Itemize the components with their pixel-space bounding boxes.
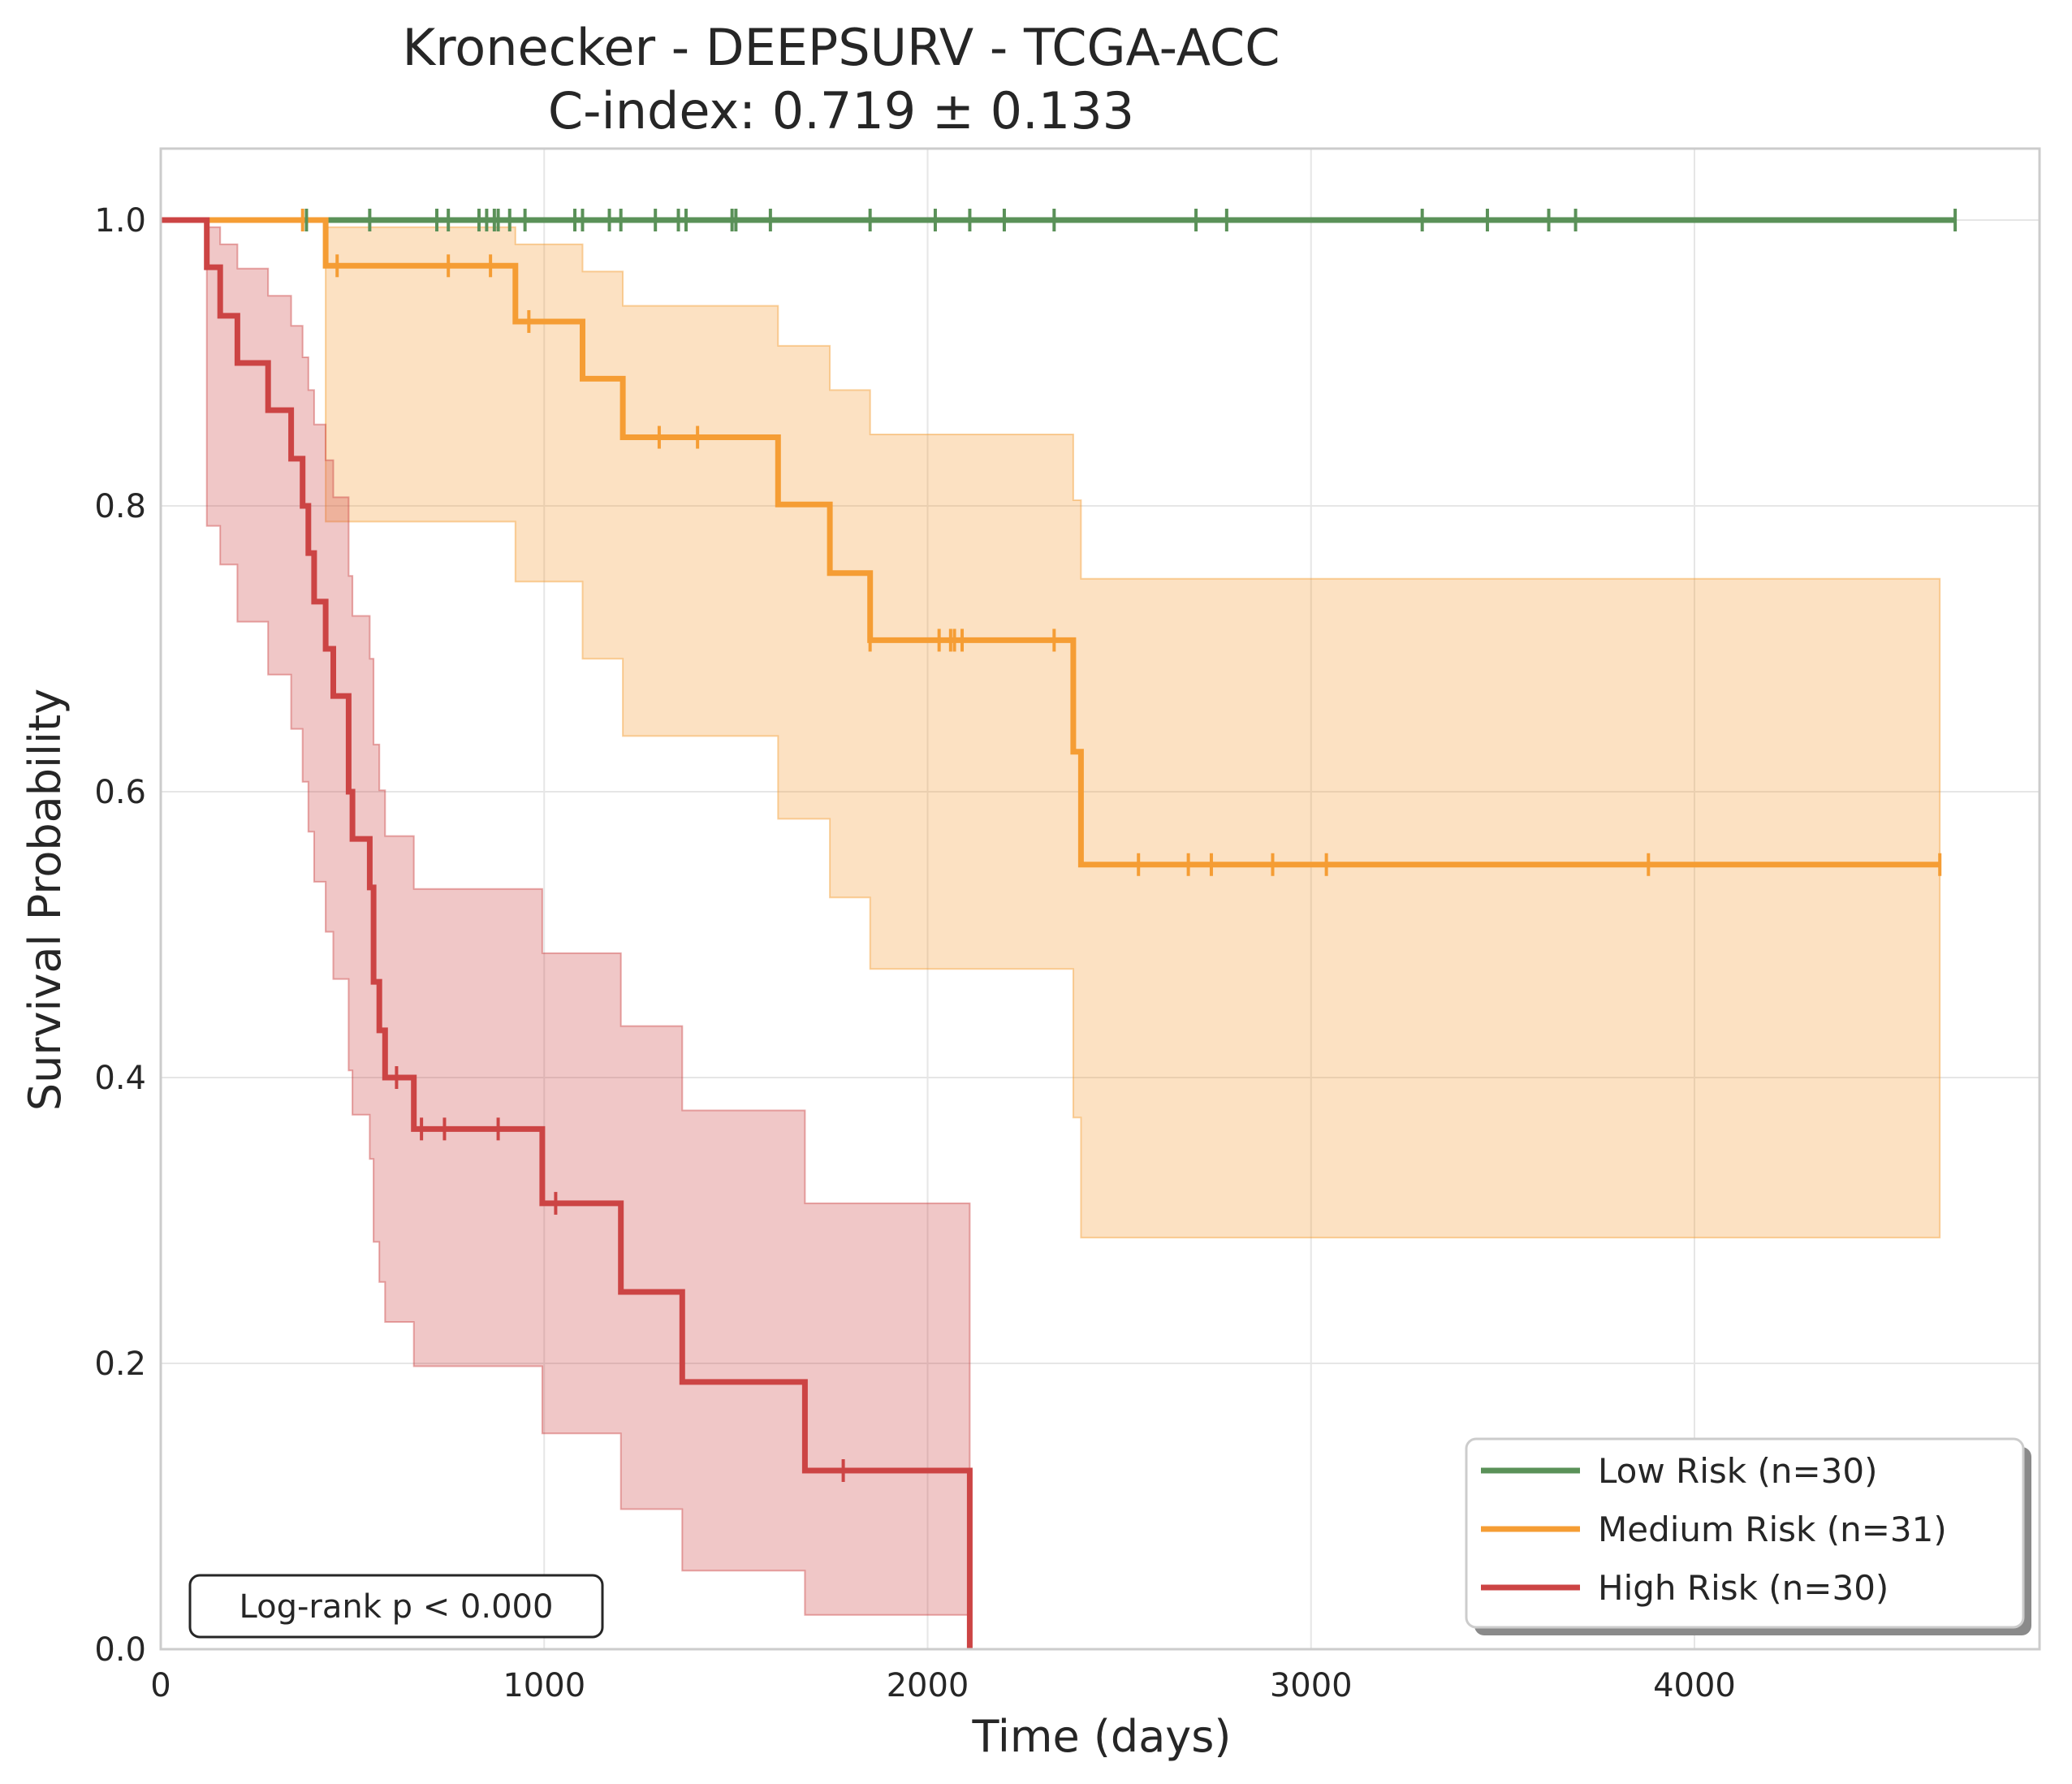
confidence-bands xyxy=(161,219,1956,1616)
survival-curves xyxy=(161,217,1956,1649)
legend-label: Medium Risk (n=31) xyxy=(1598,1510,1947,1549)
plot-frame xyxy=(159,147,2041,1651)
censor-marks xyxy=(300,209,1958,1482)
chart-title: Kronecker - DEEPSURV - TCGA-ACC xyxy=(402,18,1280,77)
x-axis-label: Time (days) xyxy=(972,1711,1232,1762)
y-tick-label: 0.4 xyxy=(94,1060,146,1097)
legend-box xyxy=(1465,1437,2025,1629)
x-tick-label: 2000 xyxy=(887,1667,969,1704)
y-axis-label: Survival Probability xyxy=(19,689,71,1111)
x-tick-label: 4000 xyxy=(1653,1667,1736,1704)
y-tick-label: 0.6 xyxy=(94,774,146,811)
logrank-annotation: Log-rank p < 0.000 xyxy=(188,1574,604,1639)
confidence-band xyxy=(161,219,971,1616)
annotation-box xyxy=(188,1574,604,1639)
y-tick-label: 0.0 xyxy=(94,1631,146,1669)
survival-curve xyxy=(161,217,973,1649)
x-tick-label: 1000 xyxy=(503,1667,585,1704)
y-tick-label: 0.8 xyxy=(94,488,146,525)
axis-ticks: 0 1000 2000 3000 4000 0.0 0.2 0.4 0.6 0.8 1.0 xyxy=(94,202,1736,1704)
y-tick-label: 1.0 xyxy=(94,202,146,240)
x-tick-label: 3000 xyxy=(1270,1667,1353,1704)
legend: Low Risk (n=30) Medium Risk (n=31) High Ri… xyxy=(1465,1437,2031,1635)
survival-curve xyxy=(161,217,1940,868)
y-tick-label: 0.2 xyxy=(94,1346,146,1383)
legend-label: High Risk (n=30) xyxy=(1598,1568,1889,1608)
confidence-band xyxy=(161,219,1941,1239)
legend-label: Low Risk (n=30) xyxy=(1598,1451,1878,1491)
x-tick-label: 0 xyxy=(150,1667,171,1704)
annotation-text: Log-rank p < 0.000 xyxy=(240,1588,554,1626)
chart-subtitle: C-index: 0.719 ± 0.133 xyxy=(548,81,1134,140)
